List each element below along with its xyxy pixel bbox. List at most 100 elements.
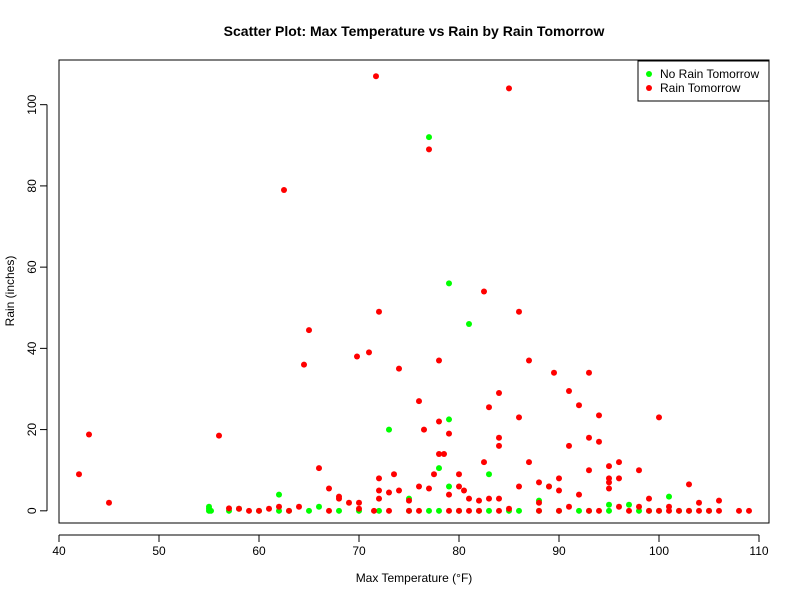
point-rain xyxy=(466,508,472,514)
point-rain xyxy=(576,492,582,498)
point-rain xyxy=(606,463,612,469)
point-rain xyxy=(376,309,382,315)
point-rain xyxy=(526,358,532,364)
point-rain xyxy=(216,433,222,439)
point-rain xyxy=(446,492,452,498)
point-rain xyxy=(466,496,472,502)
x-axis-label: Max Temperature (°F) xyxy=(356,571,473,585)
point-rain xyxy=(426,146,432,152)
point-rain xyxy=(346,500,352,506)
point-rain xyxy=(716,498,722,504)
point-rain xyxy=(316,465,322,471)
point-rain xyxy=(696,508,702,514)
point-no-rain xyxy=(576,508,582,514)
point-rain xyxy=(426,485,432,491)
chart-title: Scatter Plot: Max Temperature vs Rain by… xyxy=(224,23,605,39)
x-tick-label: 40 xyxy=(52,544,66,558)
point-rain xyxy=(286,508,292,514)
point-no-rain xyxy=(606,508,612,514)
point-rain xyxy=(566,504,572,510)
point-rain xyxy=(246,508,252,514)
point-rain xyxy=(326,485,332,491)
point-rain xyxy=(736,508,742,514)
y-tick-label: 100 xyxy=(25,94,39,114)
point-rain xyxy=(396,366,402,372)
point-rain xyxy=(276,504,282,510)
point-no-rain xyxy=(336,508,342,514)
point-rain xyxy=(406,498,412,504)
point-rain xyxy=(636,504,642,510)
point-rain xyxy=(566,388,572,394)
point-rain xyxy=(716,508,722,514)
point-rain xyxy=(226,505,232,511)
point-rain xyxy=(586,508,592,514)
point-rain xyxy=(666,508,672,514)
legend: No Rain Tomorrow Rain Tomorrow xyxy=(638,61,769,101)
point-rain xyxy=(236,506,242,512)
x-tick-label: 50 xyxy=(152,544,166,558)
point-no-rain xyxy=(666,494,672,500)
y-tick-label: 60 xyxy=(25,260,39,274)
point-no-rain xyxy=(486,508,492,514)
point-rain xyxy=(556,475,562,481)
point-no-rain xyxy=(426,134,432,140)
point-rain xyxy=(396,488,402,494)
point-no-rain xyxy=(436,508,442,514)
point-rain xyxy=(266,506,272,512)
point-rain xyxy=(416,508,422,514)
y-tick-label: 40 xyxy=(25,341,39,355)
point-rain xyxy=(496,508,502,514)
point-no-rain xyxy=(626,502,632,508)
point-rain xyxy=(446,431,452,437)
point-rain xyxy=(376,496,382,502)
point-rain xyxy=(386,508,392,514)
point-rain xyxy=(431,471,437,477)
point-rain xyxy=(373,73,379,79)
point-rain xyxy=(536,500,542,506)
y-tick-label: 20 xyxy=(25,423,39,437)
point-rain xyxy=(281,187,287,193)
point-rain xyxy=(596,412,602,418)
point-rain xyxy=(301,362,307,368)
point-rain xyxy=(436,418,442,424)
point-no-rain xyxy=(446,416,452,422)
point-rain xyxy=(446,508,452,514)
legend-label-rain: Rain Tomorrow xyxy=(660,81,741,95)
point-no-rain xyxy=(436,465,442,471)
legend-marker-rain xyxy=(646,85,652,91)
x-tick-label: 70 xyxy=(352,544,366,558)
point-rain xyxy=(456,508,462,514)
point-rain xyxy=(416,398,422,404)
point-no-rain xyxy=(276,492,282,498)
legend-label-no-rain: No Rain Tomorrow xyxy=(660,67,759,81)
point-rain xyxy=(546,483,552,489)
point-no-rain xyxy=(386,427,392,433)
point-rain xyxy=(626,508,632,514)
x-tick-label: 100 xyxy=(649,544,669,558)
point-rain xyxy=(481,289,487,295)
point-rain xyxy=(606,479,612,485)
point-rain xyxy=(496,435,502,441)
point-rain xyxy=(616,475,622,481)
point-rain xyxy=(456,471,462,477)
point-rain xyxy=(256,508,262,514)
point-rain xyxy=(596,439,602,445)
point-rain xyxy=(686,508,692,514)
point-rain xyxy=(376,475,382,481)
point-rain xyxy=(356,506,362,512)
point-rain xyxy=(516,309,522,315)
legend-marker-no-rain xyxy=(646,71,652,77)
point-rain xyxy=(586,370,592,376)
point-rain xyxy=(526,459,532,465)
point-rain xyxy=(536,508,542,514)
point-rain xyxy=(556,508,562,514)
point-rain xyxy=(646,508,652,514)
point-no-rain xyxy=(316,504,322,510)
point-rain xyxy=(436,358,442,364)
point-no-rain xyxy=(446,280,452,286)
point-no-rain xyxy=(426,508,432,514)
point-rain xyxy=(76,471,82,477)
point-rain xyxy=(586,435,592,441)
point-rain xyxy=(306,327,312,333)
